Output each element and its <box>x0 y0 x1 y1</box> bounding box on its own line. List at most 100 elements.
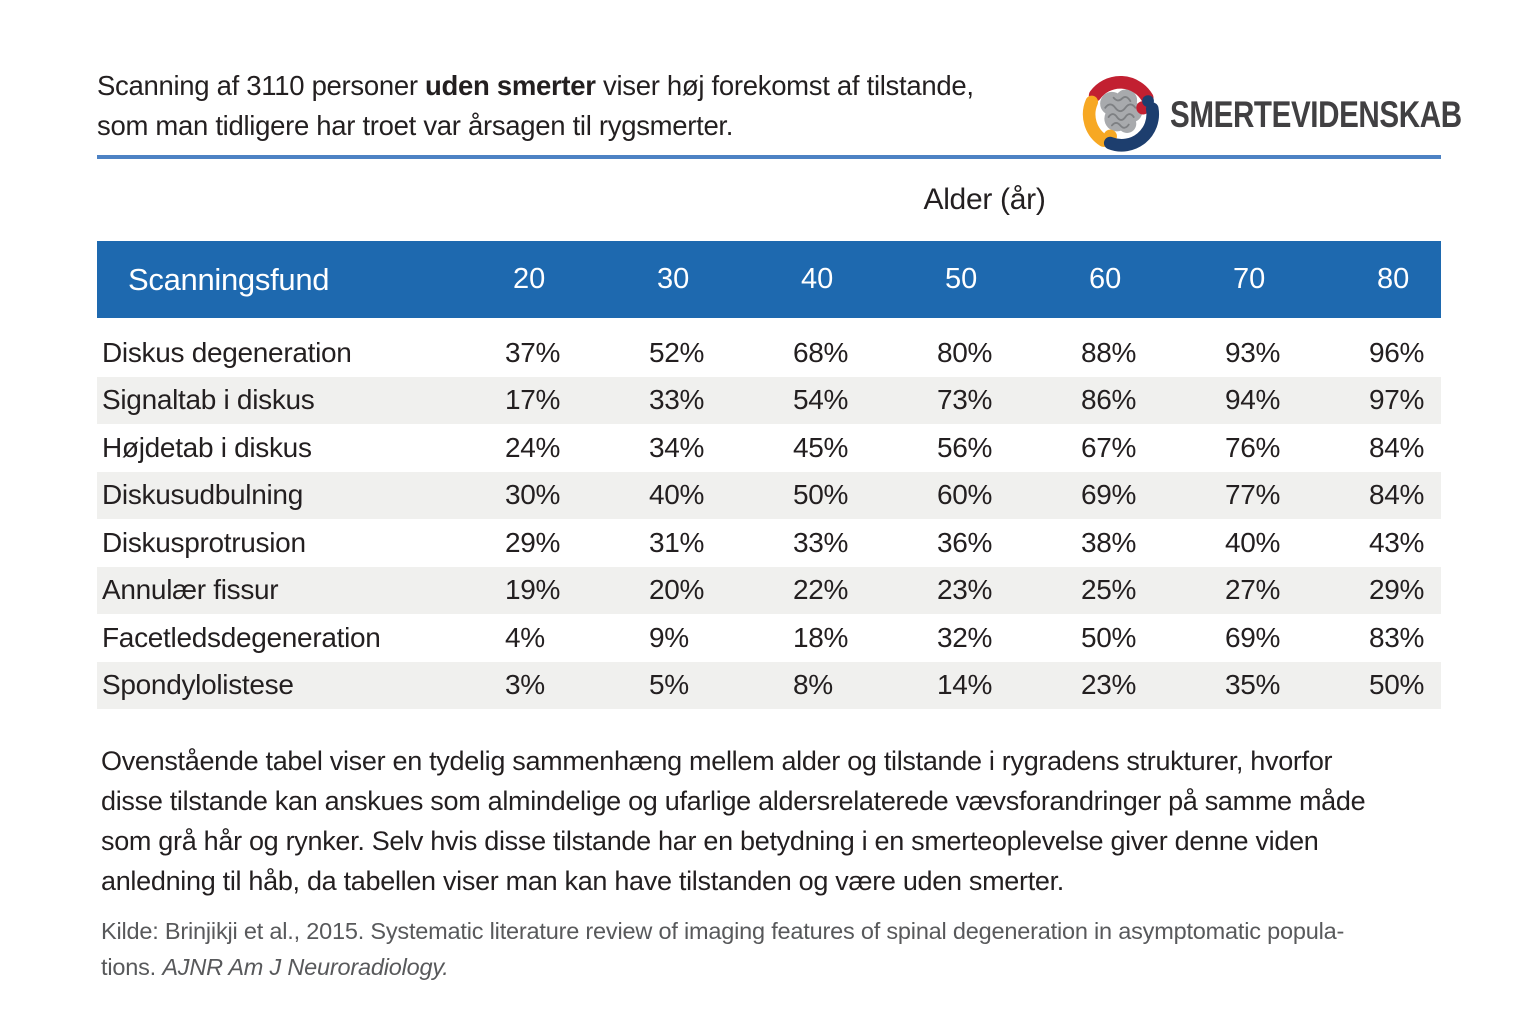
prevalence-value: 77% <box>1225 479 1281 511</box>
header-divider-line <box>97 155 1441 159</box>
prevalence-value: 9% <box>649 621 689 653</box>
prevalence-value: 5% <box>649 669 689 701</box>
logo-wordmark: SMERTEVIDENSKAB <box>1170 94 1462 135</box>
prevalence-value: 60% <box>937 479 993 511</box>
prevalence-value: 50% <box>793 479 849 511</box>
prevalence-value: 50% <box>1369 669 1425 701</box>
prevalence-value: 27% <box>1225 574 1281 606</box>
prevalence-value: 69% <box>1225 621 1281 653</box>
table-row: Spondylolistese 3% 5% 8% 14% 23% 35% 50% <box>97 661 1441 709</box>
prevalence-value: 31% <box>649 526 705 558</box>
prevalence-value: 29% <box>505 526 561 558</box>
finding-label: Signaltab i diskus <box>102 384 315 416</box>
prevalence-value: 23% <box>1081 669 1137 701</box>
prevalence-value: 18% <box>793 621 849 653</box>
column-header-age-60: 60 <box>1089 263 1122 295</box>
finding-label: Diskusudbulning <box>102 479 303 511</box>
table-body: Diskus degeneration 37% 52% 68% 80% 88% 93% 96%… <box>97 329 1441 709</box>
intro-text: Scanning af 3110 personer uden smerter v… <box>97 66 1057 146</box>
prevalence-value: 88% <box>1081 336 1137 368</box>
prevalence-value: 37% <box>505 336 561 368</box>
prevalence-value: 45% <box>793 431 849 463</box>
paragraph-line: disse tilstande kan anskues som almindel… <box>101 786 1366 816</box>
paragraph-line: Ovenstående tabel viser en tydelig samme… <box>101 746 1333 776</box>
finding-label: Diskus degeneration <box>102 336 352 368</box>
intro-line-2: som man tidligere har troet var årsagen … <box>97 110 734 141</box>
prevalence-value: 17% <box>505 384 561 416</box>
brain-hands-logo-icon <box>1082 76 1160 152</box>
prevalence-value: 14% <box>937 669 993 701</box>
intro-line1-pre: Scanning af 3110 personer <box>97 70 426 101</box>
finding-label: Diskusprotrusion <box>102 526 306 558</box>
prevalence-value: 69% <box>1081 479 1137 511</box>
intro-line-1: Scanning af 3110 personer uden smerter v… <box>97 66 1057 106</box>
citation-journal: AJNR Am J Neuroradiology. <box>162 954 449 980</box>
column-header-age-20: 20 <box>513 263 546 295</box>
prevalence-value: 94% <box>1225 384 1281 416</box>
explanation-paragraph: Ovenstående tabel viser en tydelig samme… <box>101 741 1501 901</box>
prevalence-value: 33% <box>649 384 705 416</box>
prevalence-value: 30% <box>505 479 561 511</box>
prevalence-value: 36% <box>937 526 993 558</box>
finding-label: Annulær fissur <box>102 574 279 606</box>
column-header-age-80: 80 <box>1377 263 1410 295</box>
column-header-age-50: 50 <box>945 263 978 295</box>
prevalence-value: 97% <box>1369 384 1425 416</box>
prevalence-value: 96% <box>1369 336 1425 368</box>
column-header-scanningsfund: Scanningsfund <box>128 261 330 297</box>
age-group-header: Alder (år) <box>923 183 1046 216</box>
prevalence-value: 80% <box>937 336 993 368</box>
prevalence-value: 25% <box>1081 574 1137 606</box>
prevalence-value: 40% <box>649 479 705 511</box>
prevalence-value: 38% <box>1081 526 1137 558</box>
prevalence-value: 8% <box>793 669 833 701</box>
prevalence-value: 33% <box>793 526 849 558</box>
citation-line2-pre: tions. <box>101 954 163 980</box>
prevalence-value: 52% <box>649 336 705 368</box>
finding-label: Facetledsdegeneration <box>102 621 381 653</box>
column-header-age-30: 30 <box>657 263 690 295</box>
prevalence-value: 54% <box>793 384 849 416</box>
prevalence-value: 4% <box>505 621 545 653</box>
table-row: Diskus degeneration 37% 52% 68% 80% 88% 93% 96% <box>97 329 1441 377</box>
prevalence-value: 35% <box>1225 669 1281 701</box>
finding-label: Højdetab i diskus <box>102 431 312 463</box>
citation-line-2: tions. AJNR Am J Neuroradiology. <box>101 949 1501 985</box>
intro-line1-bold: uden smerter <box>425 70 596 101</box>
prevalence-value: 76% <box>1225 431 1281 463</box>
table-row: Højdetab i diskus 24% 34% 45% 56% 67% 76% 84% <box>97 424 1441 472</box>
prevalence-value: 40% <box>1225 526 1281 558</box>
prevalence-value: 24% <box>505 431 561 463</box>
intro-line1-post: viser høj forekomst af tilstande, <box>595 70 974 101</box>
column-header-age-70: 70 <box>1233 263 1266 295</box>
prevalence-value: 68% <box>793 336 849 368</box>
smertevidenskab-logo: SMERTEVIDENSKAB <box>1080 70 1462 154</box>
citation-line-1: Kilde: Brinjikji et al., 2015. Systemati… <box>101 918 1345 944</box>
scan-findings-table: Scanningsfund 20 30 40 50 60 70 80 Disku… <box>97 241 1441 709</box>
prevalence-value: 19% <box>505 574 561 606</box>
prevalence-value: 83% <box>1369 621 1425 653</box>
prevalence-value: 20% <box>649 574 705 606</box>
prevalence-value: 22% <box>793 574 849 606</box>
source-citation: Kilde: Brinjikji et al., 2015. Systemati… <box>101 913 1501 985</box>
prevalence-value: 56% <box>937 431 993 463</box>
paragraph-line: som grå hår og rynker. Selv hvis disse t… <box>101 826 1319 856</box>
brain-icon <box>1100 89 1143 133</box>
prevalence-value: 34% <box>649 431 705 463</box>
finding-label: Spondylolistese <box>102 669 294 701</box>
paragraph-line: anledning til håb, da tabellen viser man… <box>101 866 1065 896</box>
column-header-age-40: 40 <box>801 263 834 295</box>
prevalence-value: 3% <box>505 669 545 701</box>
prevalence-value: 29% <box>1369 574 1425 606</box>
table-row: Annulær fissur 19% 20% 22% 23% 25% 27% 29% <box>97 566 1441 614</box>
prevalence-value: 93% <box>1225 336 1281 368</box>
prevalence-value: 23% <box>937 574 993 606</box>
prevalence-value: 84% <box>1369 431 1425 463</box>
prevalence-value: 84% <box>1369 479 1425 511</box>
prevalence-value: 86% <box>1081 384 1137 416</box>
table-row: Facetledsdegeneration 4% 9% 18% 32% 50% 69% 83% <box>97 614 1441 662</box>
hands-icon <box>1082 76 1160 152</box>
prevalence-value: 50% <box>1081 621 1137 653</box>
table-row: Diskusprotrusion 29% 31% 33% 36% 38% 40% 43% <box>97 519 1441 567</box>
